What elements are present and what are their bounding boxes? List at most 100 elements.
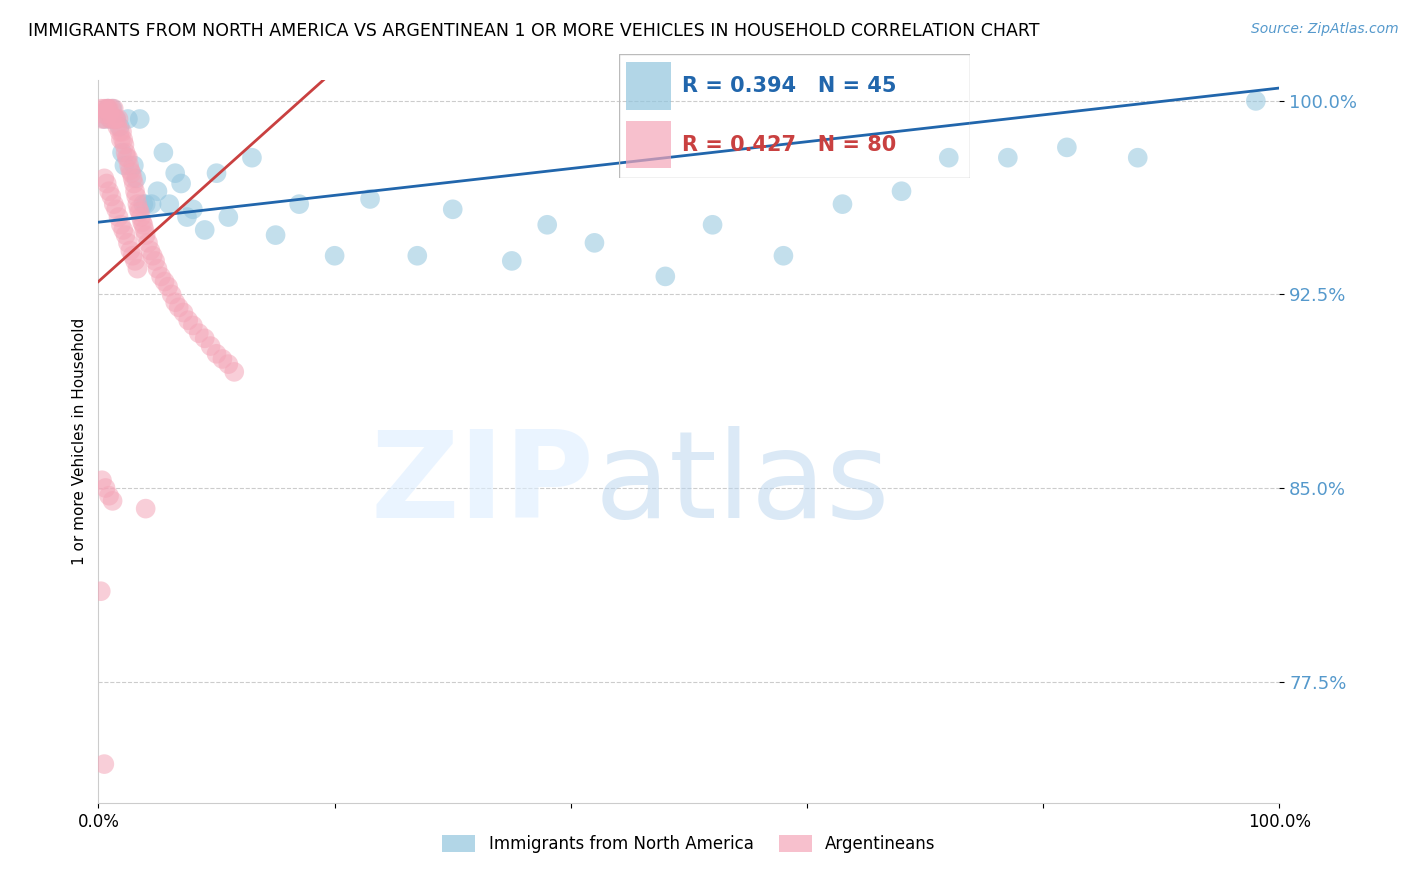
Point bbox=[124, 253, 146, 268]
Point bbox=[176, 210, 198, 224]
Point bbox=[124, 184, 146, 198]
Point bbox=[90, 102, 112, 116]
Point bbox=[217, 357, 239, 371]
Point bbox=[143, 253, 166, 268]
Point bbox=[93, 757, 115, 772]
Point bbox=[583, 235, 606, 250]
Point bbox=[128, 205, 150, 219]
Point bbox=[125, 189, 148, 203]
Point bbox=[181, 318, 204, 333]
Point bbox=[100, 189, 122, 203]
Text: ZIP: ZIP bbox=[371, 426, 595, 543]
Point bbox=[96, 102, 118, 116]
Point bbox=[170, 177, 193, 191]
Point bbox=[134, 223, 156, 237]
Point bbox=[98, 112, 121, 126]
Point bbox=[91, 112, 114, 126]
Point bbox=[101, 494, 124, 508]
Point bbox=[772, 249, 794, 263]
Point bbox=[211, 351, 233, 366]
Point bbox=[114, 228, 136, 243]
Point bbox=[1126, 151, 1149, 165]
Point bbox=[831, 197, 853, 211]
Point bbox=[98, 489, 121, 503]
Point bbox=[131, 215, 153, 229]
Point bbox=[98, 102, 121, 116]
Point bbox=[128, 202, 150, 217]
Point bbox=[288, 197, 311, 211]
Point bbox=[98, 112, 121, 126]
Text: atlas: atlas bbox=[595, 426, 890, 543]
Point bbox=[224, 365, 246, 379]
Point bbox=[139, 244, 162, 258]
Point bbox=[150, 269, 173, 284]
Point bbox=[117, 112, 139, 126]
Point bbox=[93, 112, 115, 126]
Point bbox=[94, 112, 117, 126]
Point bbox=[187, 326, 209, 340]
Point bbox=[112, 133, 135, 147]
Point bbox=[97, 102, 120, 116]
Point bbox=[1056, 140, 1078, 154]
Point bbox=[153, 275, 176, 289]
Point bbox=[122, 177, 145, 191]
Point bbox=[105, 120, 128, 134]
Point bbox=[118, 158, 141, 172]
Point bbox=[157, 279, 180, 293]
Point bbox=[890, 184, 912, 198]
Point bbox=[117, 235, 139, 250]
Point bbox=[112, 223, 135, 237]
Point bbox=[172, 305, 194, 319]
Point bbox=[217, 210, 239, 224]
Point bbox=[94, 481, 117, 495]
Point bbox=[121, 249, 143, 263]
Point bbox=[93, 171, 115, 186]
Text: Source: ZipAtlas.com: Source: ZipAtlas.com bbox=[1251, 22, 1399, 37]
Point bbox=[105, 112, 128, 126]
Point bbox=[117, 151, 139, 165]
Point bbox=[103, 197, 125, 211]
Point bbox=[167, 301, 190, 315]
Point bbox=[165, 295, 187, 310]
Point bbox=[107, 210, 129, 224]
Point bbox=[132, 197, 155, 211]
Text: R = 0.427   N = 80: R = 0.427 N = 80 bbox=[682, 135, 896, 154]
Point bbox=[654, 269, 676, 284]
Point bbox=[160, 287, 183, 301]
Point bbox=[127, 261, 149, 276]
Point bbox=[121, 171, 143, 186]
Point bbox=[501, 253, 523, 268]
Point bbox=[91, 107, 114, 121]
Point bbox=[104, 112, 127, 126]
Point bbox=[111, 125, 134, 139]
Point bbox=[997, 151, 1019, 165]
Point bbox=[112, 158, 135, 172]
Point bbox=[107, 112, 129, 126]
Point bbox=[91, 473, 114, 487]
Point bbox=[93, 102, 115, 116]
Point bbox=[100, 102, 122, 116]
Point bbox=[264, 228, 287, 243]
Point bbox=[112, 137, 135, 152]
Point bbox=[111, 145, 134, 160]
Point bbox=[101, 112, 124, 126]
Point bbox=[200, 339, 222, 353]
Point bbox=[110, 218, 132, 232]
Point bbox=[105, 112, 128, 126]
Point bbox=[177, 313, 200, 327]
Point bbox=[128, 112, 150, 126]
Text: R = 0.394   N = 45: R = 0.394 N = 45 bbox=[682, 76, 897, 96]
Point bbox=[146, 184, 169, 198]
Point bbox=[125, 171, 148, 186]
Point bbox=[1244, 94, 1267, 108]
Legend: Immigrants from North America, Argentineans: Immigrants from North America, Argentine… bbox=[436, 828, 942, 860]
Point bbox=[194, 223, 217, 237]
Point bbox=[240, 151, 263, 165]
Point bbox=[157, 197, 180, 211]
Point bbox=[536, 218, 558, 232]
Point bbox=[702, 218, 724, 232]
Bar bbox=[626, 121, 671, 169]
Point bbox=[105, 202, 128, 217]
Point bbox=[108, 120, 131, 134]
Point bbox=[108, 125, 131, 139]
